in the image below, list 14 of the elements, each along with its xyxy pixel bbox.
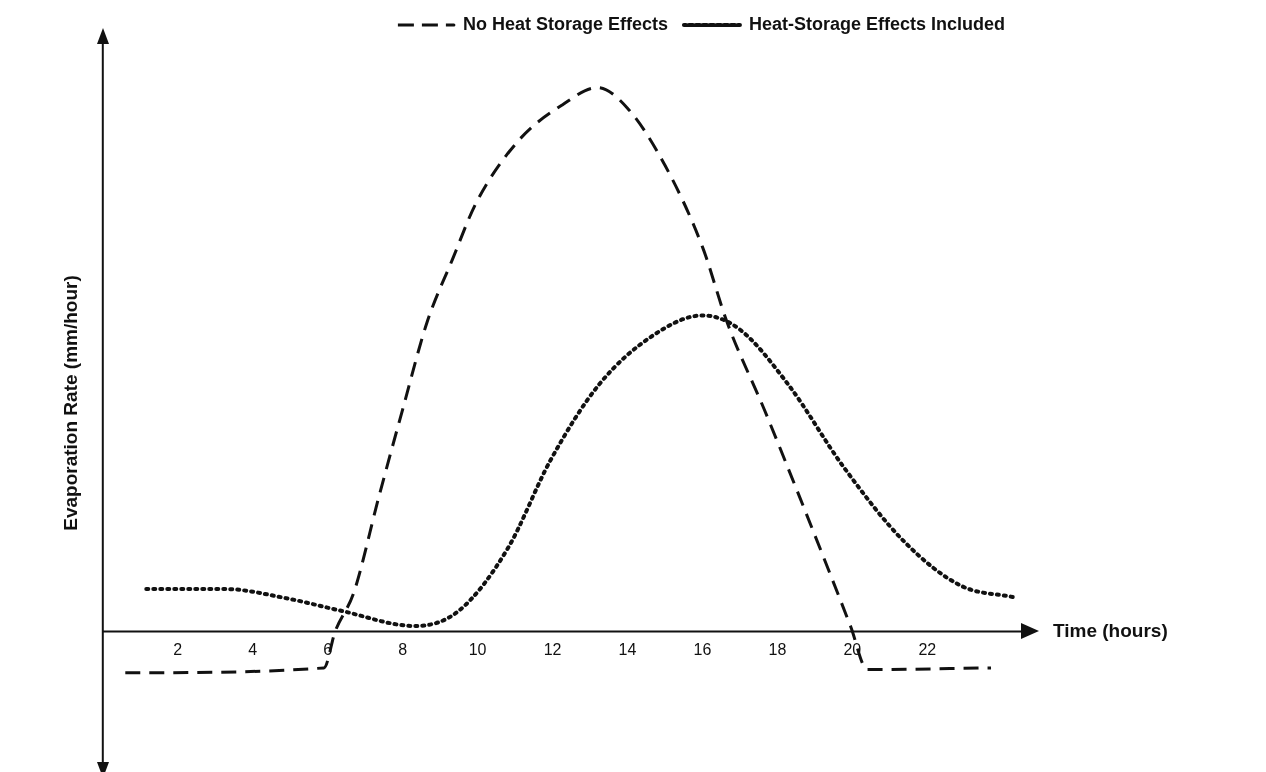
x-tick-label: 14	[618, 641, 637, 659]
x-tick-label: 22	[918, 641, 937, 659]
x-tick-label: 2	[173, 641, 183, 659]
x-tick-label: 10	[468, 641, 487, 659]
x-tick-label: 18	[768, 641, 787, 659]
y-axis-title: Evaporation Rate (mm/hour)	[59, 275, 81, 531]
x-tick-label: 8	[398, 641, 408, 659]
x-tick-label: 12	[543, 641, 562, 659]
x-axis-title: Time (hours)	[1053, 619, 1168, 641]
legend-label: No Heat Storage Effects	[462, 13, 668, 34]
x-tick-label: 16	[693, 641, 712, 659]
x-tick-label: 20	[843, 641, 862, 659]
x-tick-label: 4	[248, 641, 258, 659]
legend-label: Heat-Storage Effects Included	[748, 13, 1006, 34]
